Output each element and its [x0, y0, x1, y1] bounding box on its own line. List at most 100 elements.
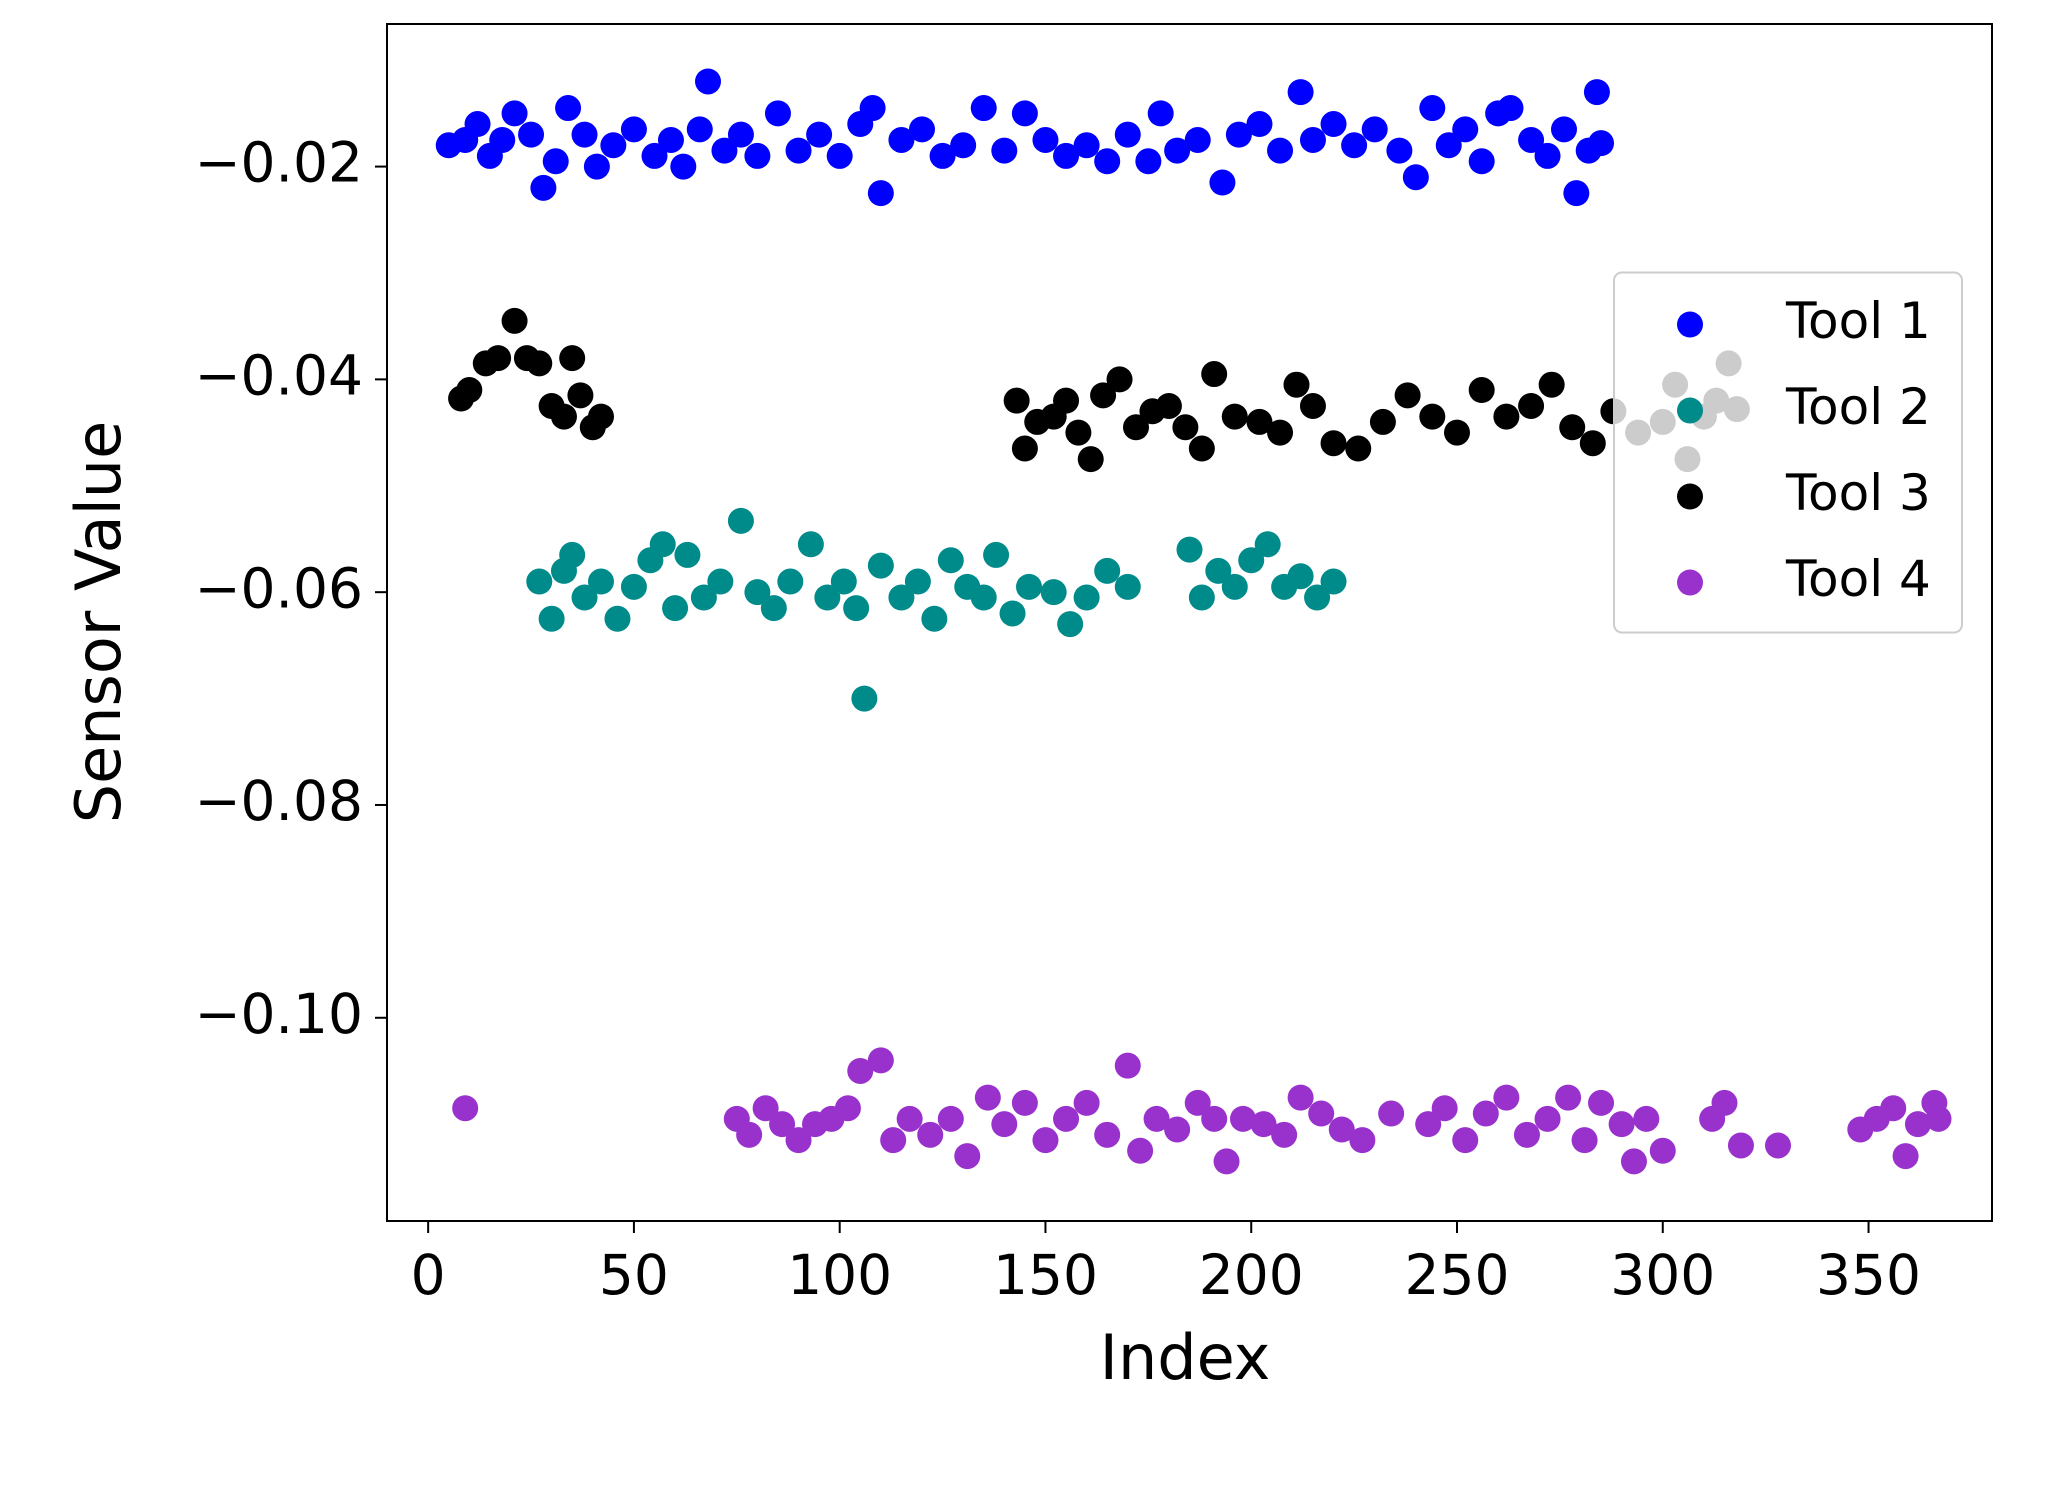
point [649, 531, 676, 558]
legend-box [1613, 271, 1963, 634]
point [1579, 430, 1606, 457]
point [834, 1095, 861, 1122]
x-tick-label: 250 [1405, 1243, 1510, 1307]
point [1386, 137, 1413, 164]
point [937, 547, 964, 574]
point [954, 1143, 981, 1170]
point [983, 541, 1010, 568]
point [991, 1111, 1018, 1138]
point [1345, 435, 1372, 462]
point [695, 68, 721, 95]
point [1431, 1095, 1458, 1122]
point [1341, 132, 1368, 159]
series [435, 68, 1615, 207]
point [662, 595, 689, 622]
point [1588, 1089, 1615, 1116]
point [1880, 1095, 1907, 1122]
point [526, 568, 553, 595]
point [797, 531, 824, 558]
point [1472, 1100, 1499, 1127]
point [867, 1047, 894, 1074]
point [1633, 1105, 1660, 1132]
point [1415, 1111, 1442, 1138]
point [1184, 1089, 1211, 1116]
point [974, 1084, 1001, 1111]
point [909, 116, 935, 143]
point [888, 584, 915, 611]
x-tick-label: 100 [787, 1243, 892, 1307]
point [1555, 1084, 1582, 1111]
point [1394, 382, 1421, 409]
point [1032, 126, 1059, 153]
point [970, 95, 997, 122]
point [999, 600, 1026, 627]
legend-label: Tool 3 [1785, 464, 1931, 522]
point [1094, 1121, 1121, 1148]
point [1538, 371, 1565, 398]
series [448, 307, 1750, 473]
point [937, 1105, 964, 1132]
point [1201, 361, 1228, 388]
point [1551, 116, 1577, 143]
point [1435, 132, 1462, 159]
point [896, 1105, 923, 1132]
point [769, 1111, 796, 1138]
point [1090, 382, 1117, 409]
point [559, 345, 586, 372]
point [867, 180, 894, 207]
point [991, 137, 1018, 164]
point [674, 541, 701, 568]
point [1518, 126, 1545, 153]
point [1493, 403, 1520, 430]
point [1534, 142, 1561, 169]
x-tick-label: 350 [1816, 1243, 1921, 1307]
point [851, 685, 878, 712]
point [1057, 611, 1084, 638]
point [1304, 584, 1331, 611]
point [1065, 419, 1092, 446]
point [1320, 430, 1347, 457]
point [1246, 111, 1273, 138]
point [1299, 126, 1326, 153]
point [1209, 169, 1236, 196]
point [1361, 116, 1388, 143]
point [1254, 531, 1281, 558]
point [1559, 414, 1586, 441]
point [1230, 1105, 1256, 1132]
point [744, 579, 771, 606]
point [1468, 148, 1495, 175]
x-tick-label: 200 [1199, 1243, 1304, 1307]
point [1221, 403, 1248, 430]
point [1518, 392, 1545, 419]
point [530, 174, 557, 201]
point [555, 95, 582, 122]
point [1176, 536, 1203, 563]
point [1608, 1111, 1635, 1138]
point [1127, 1137, 1154, 1164]
point [1225, 121, 1252, 148]
point [1328, 1116, 1355, 1143]
point [583, 153, 610, 180]
point [764, 100, 791, 127]
point [452, 1095, 479, 1122]
point [1267, 419, 1294, 446]
point [1011, 100, 1038, 127]
point [970, 584, 997, 611]
point [1904, 1111, 1931, 1138]
point [1147, 100, 1174, 127]
point [859, 95, 886, 122]
point [657, 126, 684, 153]
point [1143, 1105, 1170, 1132]
point [1402, 164, 1429, 191]
point [760, 595, 787, 622]
point [736, 1121, 763, 1148]
point [588, 403, 614, 430]
point [1571, 1127, 1598, 1154]
point [588, 568, 614, 595]
point [1369, 408, 1396, 435]
point [843, 595, 870, 622]
legend-label: Tool 2 [1785, 378, 1931, 436]
point [1073, 584, 1100, 611]
point [826, 142, 853, 169]
point [600, 132, 627, 159]
